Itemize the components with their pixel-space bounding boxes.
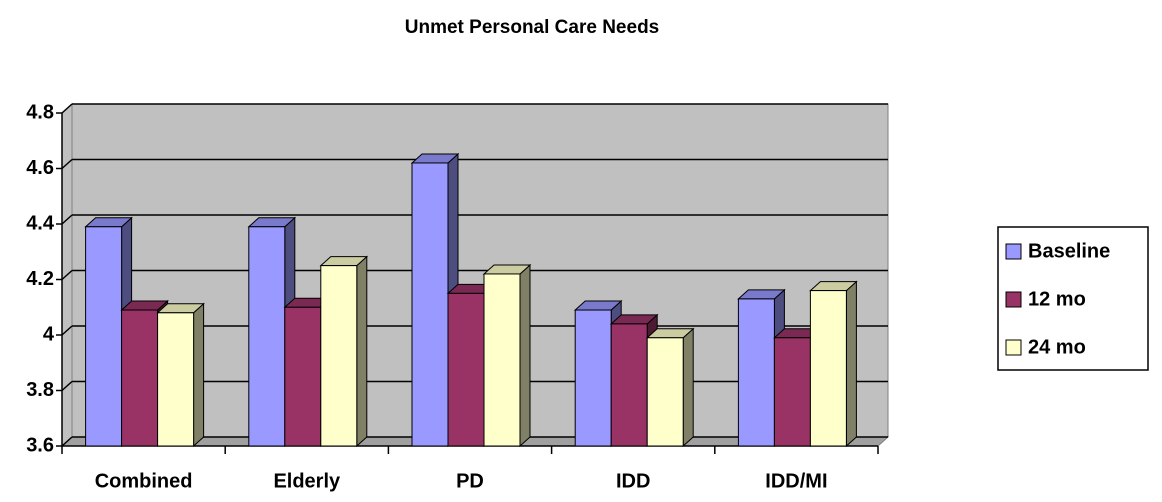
bar (320, 265, 358, 447)
y-tick-label: 4.4 (26, 212, 55, 234)
y-tick-label: 3.8 (26, 379, 54, 401)
bar (284, 306, 322, 447)
bar-side (193, 302, 205, 448)
bar (737, 298, 775, 447)
bar (157, 312, 195, 447)
bar (85, 226, 123, 447)
bar (248, 226, 286, 447)
chart-title: Unmet Personal Care Needs (405, 17, 660, 38)
grid-line (61, 103, 73, 114)
grid-line (61, 380, 73, 392)
grid-line (61, 436, 73, 447)
grid-line (61, 325, 73, 336)
legend-label: 12 mo (1028, 288, 1086, 310)
bar-side (682, 327, 694, 448)
bar (121, 309, 159, 447)
x-tick-label: IDD (616, 470, 650, 492)
x-tick-label: PD (456, 470, 484, 492)
bar (809, 290, 847, 447)
grid-line (61, 158, 73, 170)
bar (447, 292, 485, 447)
x-tick-label: Combined (95, 470, 193, 492)
bar (574, 309, 612, 447)
grid-line (61, 269, 73, 281)
y-tick-label: 4.2 (26, 268, 54, 290)
legend-swatch (1005, 291, 1022, 308)
legend-swatch (1005, 339, 1022, 356)
y-tick-label: 4.6 (26, 157, 54, 179)
x-tick-label: IDD/MI (765, 470, 827, 492)
bar-side (519, 263, 531, 448)
bar (610, 323, 648, 447)
legend-swatch (1005, 243, 1022, 260)
bar (646, 337, 684, 447)
x-tick-label: Elderly (273, 470, 341, 492)
bar (411, 162, 449, 447)
bar-side (845, 280, 857, 448)
bar (773, 337, 811, 447)
bar-side (356, 255, 368, 448)
bar (483, 273, 521, 447)
legend-label: 24 mo (1028, 336, 1086, 358)
legend-box (997, 226, 1149, 371)
y-tick-label: 4 (43, 323, 55, 345)
legend-label: Baseline (1028, 240, 1110, 262)
y-tick-label: 4.8 (26, 101, 54, 123)
grid-line (61, 214, 73, 225)
y-tick-label: 3.6 (26, 434, 54, 456)
